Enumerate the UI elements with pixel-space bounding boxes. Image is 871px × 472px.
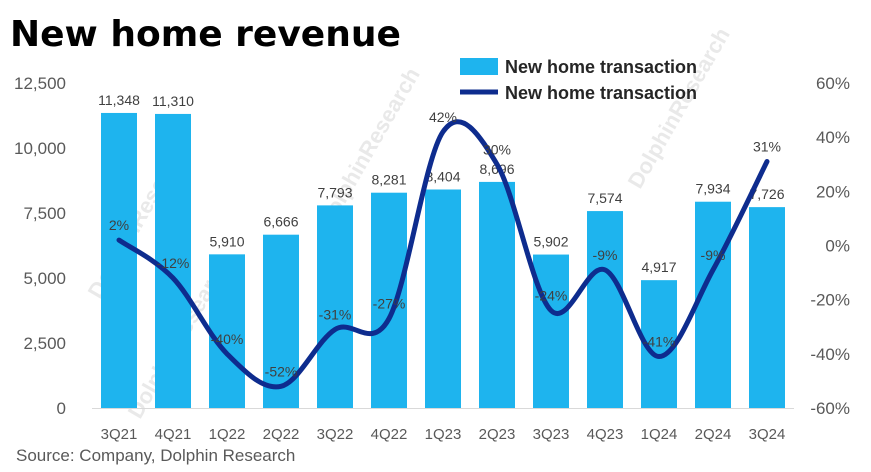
bar: [317, 205, 353, 408]
x-tick-label: 3Q24: [749, 426, 786, 443]
x-tick-label: 2Q24: [695, 426, 732, 443]
source-note: Source: Company, Dolphin Research: [16, 446, 296, 465]
legend-label-bar: New home transaction: [505, 57, 697, 77]
x-tick-label: 4Q21: [155, 426, 192, 443]
x-tick-label: 2Q22: [263, 426, 300, 443]
line-data-label: -24%: [535, 288, 568, 304]
bar-data-label: 7,934: [695, 181, 730, 197]
y-left-tick-label: 5,000: [23, 269, 66, 288]
x-tick-label: 3Q21: [101, 426, 138, 443]
y-right-tick-label: 60%: [816, 74, 850, 93]
bar-data-label: 5,902: [533, 234, 568, 250]
bar-data-label: 7,726: [749, 186, 784, 202]
y-left-tick-label: 7,500: [23, 204, 66, 223]
y-left-tick-label: 0: [57, 399, 66, 418]
line-data-label: -9%: [593, 247, 618, 263]
y-left-tick-label: 10,000: [14, 139, 66, 158]
x-tick-label: 2Q23: [479, 426, 516, 443]
bar: [371, 192, 407, 408]
x-tick-label: 4Q23: [587, 426, 624, 443]
line-series: [116, 119, 770, 390]
chart-title: New home revenue: [10, 14, 401, 55]
bar: [587, 211, 623, 408]
bar-data-label: 7,793: [317, 184, 352, 200]
bar: [479, 181, 515, 408]
legend-swatch-bar: [460, 58, 498, 75]
line-data-label: -31%: [319, 306, 352, 322]
y-left-tick-label: 2,500: [23, 334, 66, 353]
line-data-label: -41%: [643, 334, 676, 350]
x-tick-label: 3Q23: [533, 426, 570, 443]
x-tick-label: 1Q22: [209, 426, 246, 443]
line-data-label: 30%: [483, 141, 511, 157]
line-data-label: -40%: [211, 331, 244, 347]
y-right-tick-label: -20%: [810, 291, 850, 310]
bar-data-label: 11,310: [152, 93, 194, 109]
bar: [749, 207, 785, 408]
x-tick-label: 1Q23: [425, 426, 462, 443]
bar: [695, 201, 731, 408]
y-right-tick-label: -60%: [810, 399, 850, 418]
bar-data-label: 7,574: [587, 190, 622, 206]
bar: [155, 113, 191, 408]
line-data-label: 42%: [429, 109, 457, 125]
bar-data-label: 4,917: [641, 259, 676, 275]
bar-data-label: 8,281: [371, 172, 406, 188]
bar: [101, 112, 137, 409]
line-data-label: 2%: [109, 217, 129, 233]
y-right-tick-label: -40%: [810, 345, 850, 364]
watermark-text: DolphinResearch: [623, 23, 735, 192]
y-right-tick-label: 0%: [825, 237, 850, 256]
x-tick-label: 3Q22: [317, 426, 354, 443]
line-data-label: -9%: [701, 247, 726, 263]
bar-data-label: 5,910: [209, 233, 244, 249]
line-data-label: -27%: [373, 296, 406, 312]
bar: [533, 254, 569, 408]
line-data-label: -12%: [157, 255, 190, 271]
line-data-label: -52%: [265, 363, 298, 379]
bar-data-label: 8,404: [425, 168, 460, 184]
bar-data-label: 11,348: [98, 92, 140, 108]
bar-data-label: 6,666: [263, 214, 298, 230]
bar: [425, 189, 461, 408]
x-tick-label: 4Q22: [371, 426, 408, 443]
y-right-tick-label: 40%: [816, 128, 850, 147]
bar: [209, 254, 245, 408]
y-left-tick-label: 12,500: [14, 74, 66, 93]
bar: [263, 234, 299, 408]
legend-label-line: New home transaction: [505, 83, 697, 103]
y-right-tick-label: 20%: [816, 182, 850, 201]
line-data-label: 31%: [753, 139, 781, 155]
x-tick-label: 1Q24: [641, 426, 678, 443]
